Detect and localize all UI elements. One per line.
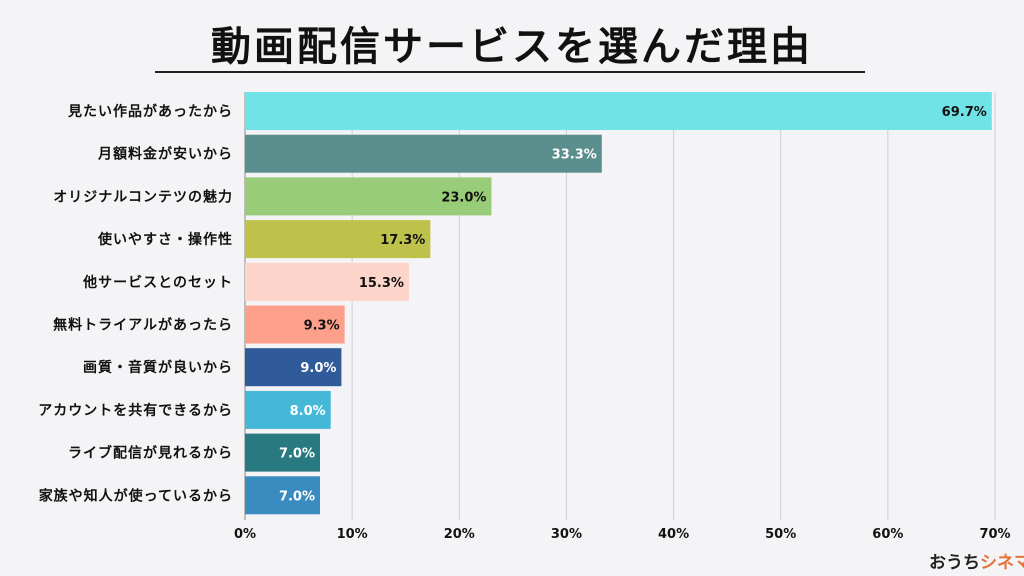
category-label: 月額料金が安いから [97, 146, 233, 163]
x-tick-label: 20% [444, 527, 475, 542]
bar [245, 134, 602, 173]
data-label: 17.3% [380, 233, 425, 248]
bar [245, 177, 492, 216]
x-tick-label: 10% [337, 527, 368, 542]
x-tick-label: 0% [234, 527, 256, 542]
x-tick-label: 40% [658, 527, 689, 542]
title-underline [155, 71, 865, 73]
category-label: 無料トライアルがあったら [53, 317, 233, 334]
data-label: 23.0% [441, 190, 486, 205]
data-label: 9.3% [304, 319, 340, 334]
data-label: 69.7% [942, 105, 987, 120]
category-label: 他サービスとのセット [82, 274, 233, 291]
category-label: アカウントを共有できるから [38, 402, 233, 419]
category-label: 見たい作品があったから [67, 103, 233, 120]
category-label: ライブ配信が見れるから [68, 445, 233, 462]
category-label: 家族や知人が使っているから [39, 487, 233, 504]
category-label: オリジナルコンテツの魅力 [53, 188, 233, 205]
data-label: 8.0% [290, 404, 326, 419]
data-label: 9.0% [300, 361, 336, 376]
data-label: 33.3% [552, 148, 597, 163]
chart-title: 動画配信サービスを選んだ理由 [211, 24, 813, 70]
category-label: 使いやすさ・操作性 [97, 231, 233, 248]
x-tick-label: 30% [551, 527, 582, 542]
x-tick-label: 60% [872, 527, 903, 542]
logo: おうちシネマ [929, 553, 1024, 573]
bar [245, 348, 342, 387]
data-label: 15.3% [359, 276, 404, 291]
data-label: 7.0% [279, 447, 315, 462]
data-label: 7.0% [279, 489, 315, 504]
bar [245, 305, 345, 344]
bar [245, 220, 431, 259]
category-label: 画質・音質が良いから [83, 359, 233, 376]
x-tick-label: 70% [979, 527, 1010, 542]
bar [245, 390, 331, 429]
bar [245, 92, 992, 130]
x-tick-label: 50% [765, 527, 796, 542]
bar [245, 476, 320, 515]
bar [245, 433, 320, 472]
bar [245, 262, 409, 301]
